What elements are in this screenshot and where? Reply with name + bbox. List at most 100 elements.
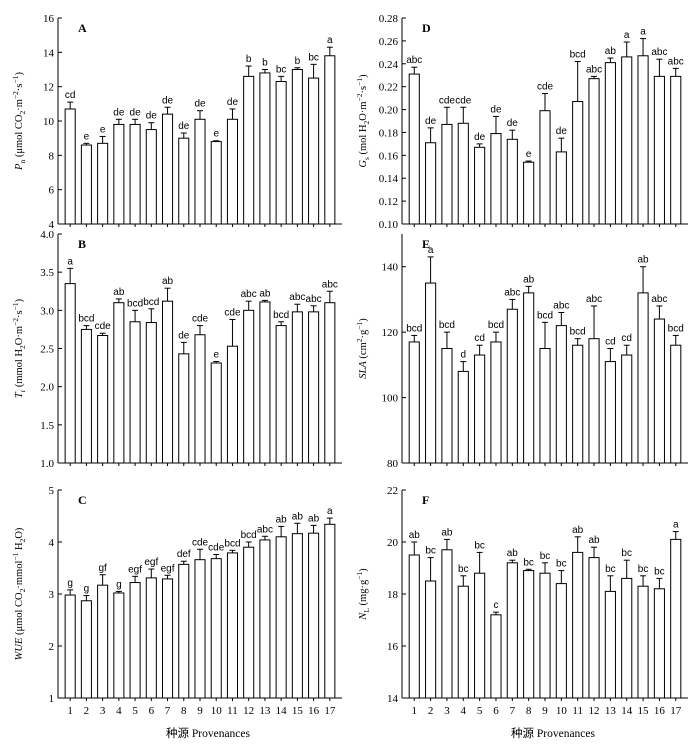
y-tick-label: 3.0 (40, 305, 54, 317)
bar-e-6 (490, 341, 502, 464)
significance-letter: abc (651, 47, 667, 58)
significance-letter: bcd (127, 298, 143, 309)
significance-letter: ab (259, 288, 271, 299)
bar-d-15 (637, 55, 649, 225)
y-tick-label: 4.0 (40, 229, 54, 241)
significance-letter: bcd (143, 297, 159, 308)
bar-b-2 (80, 328, 92, 464)
bar-a-13 (259, 72, 271, 225)
x-tick-label: 12 (243, 705, 254, 717)
y-tick-label: 0.28 (379, 13, 399, 25)
bar-f-9 (539, 572, 551, 699)
bar-d-5 (474, 146, 486, 225)
significance-letter: ab (292, 511, 304, 522)
bar-d-4 (457, 122, 469, 225)
bar-a-9 (194, 118, 206, 225)
significance-letter: ab (637, 255, 649, 266)
bar-f-5 (474, 572, 486, 699)
bar-c-11 (226, 552, 238, 699)
significance-letter: bc (308, 52, 319, 63)
bar-d-9 (539, 110, 551, 225)
significance-letter: cde (455, 95, 472, 106)
bar-c-7 (162, 578, 174, 699)
significance-letter: abc (257, 524, 273, 535)
significance-letter: def (177, 549, 191, 560)
bar-e-11 (572, 344, 584, 464)
chart-panel-c: 12345g1g2gf3g4egf5egf6egf7def8cde9cde10b… (11, 485, 342, 740)
bar-e-16 (653, 318, 665, 464)
y-tick-label: 4 (49, 537, 55, 549)
significance-letter: cde (192, 314, 209, 325)
bar-e-1 (408, 341, 420, 464)
y-tick-label: 2 (49, 641, 55, 653)
y-tick-label: 3.5 (40, 267, 54, 279)
x-tick-label: 6 (149, 705, 155, 717)
y-tick-label: 140 (382, 262, 399, 274)
significance-letter: ab (605, 46, 617, 57)
y-axis-label-c: WUE (μmol CO2·mmol−1 H2O) (11, 527, 27, 660)
significance-letter: de (425, 116, 437, 127)
significance-letter: de (227, 97, 239, 108)
bar-f-17 (670, 538, 682, 699)
bar-b-5 (129, 321, 141, 464)
bar-c-13 (259, 539, 271, 699)
x-tick-label: 13 (259, 705, 271, 717)
bar-c-6 (145, 577, 157, 699)
bar-a-14 (275, 81, 287, 225)
x-tick-label: 16 (654, 705, 666, 717)
bar-f-1 (408, 554, 420, 699)
panel-label: C (78, 493, 87, 507)
bar-d-12 (588, 78, 600, 225)
significance-letter: abc (406, 55, 422, 66)
significance-letter: ab (308, 513, 320, 524)
significance-letter: bcd (537, 310, 553, 321)
significance-letter: ab (588, 535, 600, 546)
panel-label: E (422, 237, 430, 251)
significance-letter: abc (586, 64, 602, 75)
significance-letter: bc (556, 559, 567, 570)
y-tick-label: 0.14 (379, 173, 399, 185)
bar-b-16 (308, 311, 320, 464)
significance-letter: de (162, 95, 174, 106)
bar-f-12 (588, 557, 600, 699)
x-tick-label: 8 (526, 705, 532, 717)
significance-letter: abc (668, 56, 684, 67)
significance-letter: bcd (439, 320, 455, 331)
significance-letter: de (178, 330, 190, 341)
significance-letter: de (474, 132, 486, 143)
panel-label: A (78, 21, 87, 35)
y-tick-label: 1.0 (40, 458, 54, 470)
significance-letter: g (67, 578, 73, 589)
bar-c-9 (194, 559, 206, 699)
bar-a-5 (129, 123, 141, 225)
significance-letter: a (67, 256, 73, 267)
significance-letter: bc (638, 564, 649, 575)
significance-letter: de (490, 104, 502, 115)
significance-letter: e (84, 131, 90, 142)
significance-letter: bc (425, 546, 436, 557)
bar-f-4 (457, 585, 469, 699)
bar-e-15 (637, 292, 649, 464)
y-tick-label: 2.5 (40, 344, 54, 356)
significance-letter: gf (98, 563, 107, 574)
y-tick-label: 16 (43, 13, 55, 25)
bar-b-10 (210, 362, 222, 464)
significance-letter: ab (162, 276, 174, 287)
significance-letter: abc (241, 289, 257, 300)
significance-letter: bc (523, 557, 534, 568)
y-tick-label: 6 (49, 185, 55, 197)
x-tick-label: 8 (181, 705, 187, 717)
x-tick-label: 11 (227, 705, 238, 717)
bar-c-5 (129, 582, 141, 699)
bar-f-2 (425, 580, 437, 699)
significance-letter: cde (224, 307, 241, 318)
bar-f-7 (506, 562, 518, 699)
y-tick-label: 10 (43, 116, 55, 128)
bar-c-2 (80, 600, 92, 699)
x-tick-label: 4 (116, 705, 122, 717)
bar-c-17 (324, 523, 336, 699)
significance-letter: b (262, 58, 268, 69)
significance-letter: de (556, 126, 568, 137)
x-tick-label: 2 (428, 705, 434, 717)
